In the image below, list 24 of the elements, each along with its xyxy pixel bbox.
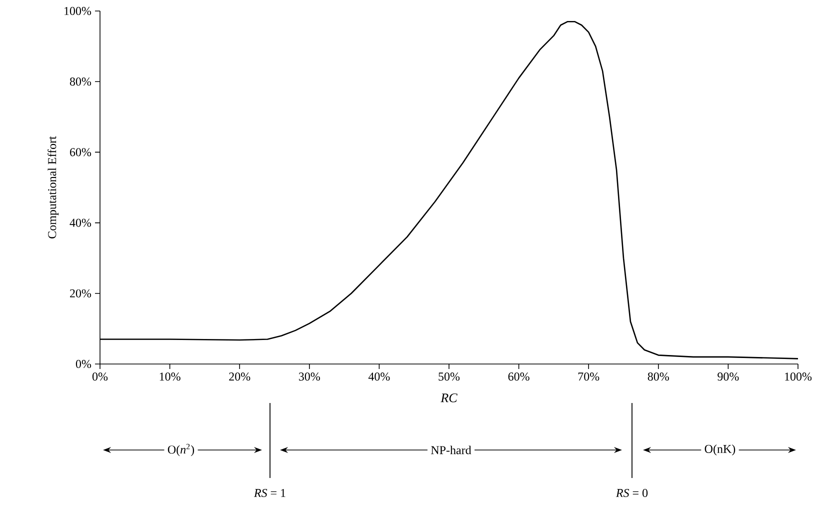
y-tick-label: 60% bbox=[70, 148, 92, 156]
x-tick-label: 100% bbox=[785, 372, 812, 381]
x-tick-label: 70% bbox=[578, 372, 600, 381]
x-tick-label: 20% bbox=[229, 372, 250, 381]
x-tick-label: 30% bbox=[298, 372, 320, 381]
x-axis-title: RC bbox=[440, 394, 458, 402]
x-tick-label: 10% bbox=[160, 372, 180, 381]
x-tick-label: 50% bbox=[438, 372, 460, 381]
x-tick-label: 0% bbox=[92, 372, 108, 381]
text: NP-hard bbox=[431, 446, 472, 454]
x-tick-label: 80% bbox=[648, 372, 669, 381]
y-tick-label: 80% bbox=[70, 78, 92, 86]
y-tick-label: 100% bbox=[64, 6, 92, 16]
y-tick-label: 20% bbox=[70, 289, 92, 298]
y-tick-label: 40% bbox=[70, 218, 92, 227]
x-tick-label: 60% bbox=[508, 372, 530, 381]
text: RS = 1 bbox=[254, 488, 286, 498]
y-axis-title: Computational Effort bbox=[48, 136, 59, 238]
x-tick-label: 90% bbox=[718, 372, 739, 381]
text: RS = 0 bbox=[616, 488, 648, 498]
y-tick-label: 0% bbox=[76, 360, 92, 368]
x-tick-label: 40% bbox=[368, 372, 390, 381]
text: O(nK) bbox=[704, 444, 736, 456]
text: O(n$^{2}$) bbox=[168, 444, 194, 456]
